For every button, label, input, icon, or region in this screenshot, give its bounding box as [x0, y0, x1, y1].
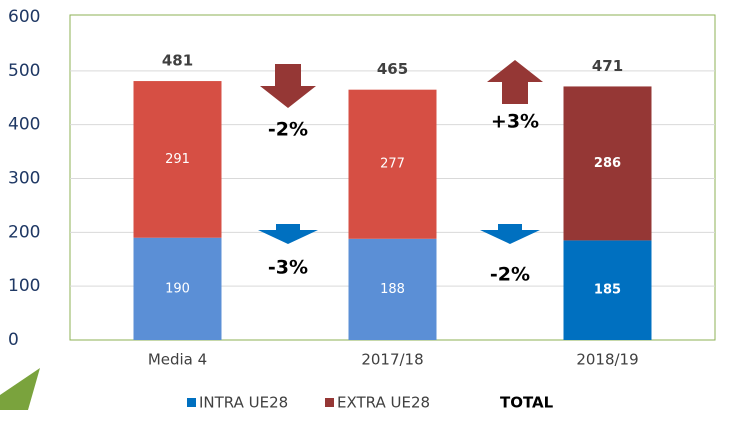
legend-swatch — [187, 398, 196, 407]
data-label: 291 — [165, 152, 190, 167]
annotation-arrow — [258, 224, 318, 244]
annotation-label: -2% — [268, 119, 308, 141]
annotation-arrow — [480, 224, 540, 244]
legend-swatch — [325, 398, 334, 407]
legend-label: TOTAL — [500, 394, 554, 412]
bar-segment — [348, 89, 437, 239]
y-tick-label: 300 — [8, 169, 40, 189]
decoration — [0, 368, 40, 410]
total-label: 471 — [592, 57, 623, 75]
bar-segment — [563, 240, 652, 340]
annotation-arrow — [487, 60, 543, 104]
y-tick-label: 100 — [8, 276, 40, 296]
annotation-label: -3% — [268, 257, 308, 279]
y-tick-label: 600 — [8, 7, 40, 27]
x-tick-label: 2017/18 — [361, 351, 423, 369]
data-label: 188 — [380, 282, 405, 297]
bar-segment — [133, 237, 222, 340]
x-tick-label: 2018/19 — [576, 351, 638, 369]
bar-segment — [563, 86, 652, 241]
bar-segment — [348, 238, 437, 340]
y-tick-label: 400 — [8, 115, 40, 135]
data-label: 277 — [380, 157, 405, 172]
annotation-label: -2% — [490, 264, 530, 286]
annotation-label: +3% — [491, 111, 539, 133]
data-label: 286 — [594, 156, 621, 171]
annotation-arrow — [260, 64, 316, 108]
data-label: 190 — [165, 281, 190, 296]
y-tick-label: 500 — [8, 61, 40, 81]
legend-label: EXTRA UE28 — [337, 394, 430, 412]
data-label: 185 — [594, 283, 621, 298]
x-tick-label: Media 4 — [148, 351, 207, 369]
total-label: 465 — [377, 60, 408, 78]
y-tick-label: 0 — [8, 330, 19, 350]
y-tick-label: 200 — [8, 222, 40, 242]
bar-segment — [133, 81, 222, 238]
total-label: 481 — [162, 52, 193, 70]
legend-label: INTRA UE28 — [199, 394, 288, 412]
